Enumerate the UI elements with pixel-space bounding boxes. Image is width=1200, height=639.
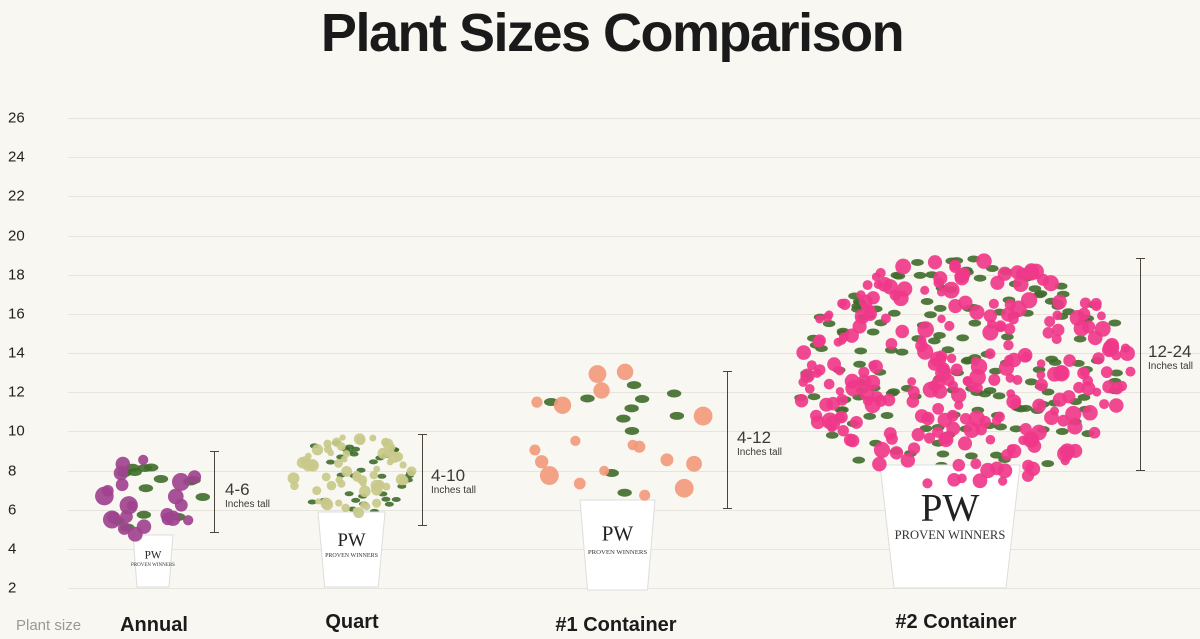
category-label-annual: Annual xyxy=(120,614,188,636)
gridline xyxy=(68,118,1200,119)
y-tick-label: 26 xyxy=(8,109,25,127)
range-bar-quart xyxy=(418,434,427,526)
range-label-quart: 4-10 Inches tall xyxy=(431,466,477,497)
y-tick-label: 14 xyxy=(8,344,25,362)
svg-text:PROVEN WINNERS: PROVEN WINNERS xyxy=(131,563,175,568)
pot-logo: PW xyxy=(602,522,634,546)
y-tick-label: 6 xyxy=(8,501,17,519)
gridline xyxy=(68,313,1200,315)
gridline xyxy=(68,470,1200,472)
svg-text:PROVEN WINNERS: PROVEN WINNERS xyxy=(895,528,1006,542)
pot-logo: PW xyxy=(145,549,162,561)
gridline xyxy=(68,196,1200,198)
y-tick-label: 16 xyxy=(8,305,25,323)
pot-logo: PW xyxy=(921,486,980,529)
gridline xyxy=(68,353,1200,354)
page-title: Plant Sizes Comparison xyxy=(320,3,905,63)
y-tick-label: 8 xyxy=(8,462,17,479)
pot-logo: PW xyxy=(337,530,365,551)
annual-plant: PW PROVEN WINNERS xyxy=(95,454,210,588)
gridline xyxy=(68,157,1200,159)
range-bar-container-1 xyxy=(723,371,732,509)
category-label-container-1: #1 Container xyxy=(555,614,677,636)
y-tick-label: 4 xyxy=(8,540,17,558)
y-tick-label: 10 xyxy=(8,422,25,440)
pot: PW PROVEN WINNERS xyxy=(579,499,656,591)
quart-plant: PW PROVEN WINNERS xyxy=(287,433,417,588)
range-label-annual: 4-6 Inches tall xyxy=(225,480,271,511)
gridline xyxy=(68,235,1200,237)
y-tick-label: 24 xyxy=(8,148,25,166)
y-tick-label: 2 xyxy=(8,579,17,597)
range-bar-container-2 xyxy=(1136,258,1145,471)
container-1-plant: PW PROVEN WINNERS xyxy=(529,363,713,591)
y-tick-label: 20 xyxy=(8,227,25,244)
gridline xyxy=(68,274,1200,276)
y-tick-label: 18 xyxy=(8,266,25,284)
svg-text:PROVEN WINNERS: PROVEN WINNERS xyxy=(588,549,648,556)
y-tick-label: 12 xyxy=(8,383,25,401)
svg-text:PROVEN WINNERS: PROVEN WINNERS xyxy=(325,553,378,559)
pot: PW PROVEN WINNERS xyxy=(317,511,386,588)
range-label-container-2: 12-24 Inches tall xyxy=(1148,342,1194,373)
gridline xyxy=(68,392,1200,394)
x-axis-label: Plant size xyxy=(16,617,82,634)
category-label-quart: Quart xyxy=(325,611,379,633)
range-label-container-1: 4-12 Inches tall xyxy=(737,428,783,459)
range-bar-annual xyxy=(210,451,219,533)
y-tick-label: 22 xyxy=(8,187,25,205)
pot: PW PROVEN WINNERS xyxy=(131,534,175,588)
category-label-container-2: #2 Container xyxy=(895,611,1017,633)
